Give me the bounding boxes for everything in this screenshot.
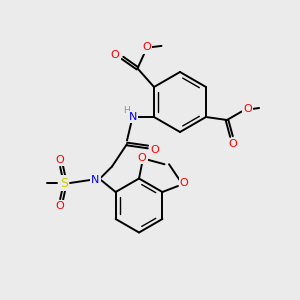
Text: O: O bbox=[180, 178, 188, 188]
Text: N: N bbox=[91, 175, 100, 185]
Text: O: O bbox=[138, 152, 146, 163]
Text: N: N bbox=[128, 112, 137, 122]
Text: H: H bbox=[123, 106, 130, 115]
Text: O: O bbox=[56, 201, 64, 211]
Text: O: O bbox=[150, 145, 159, 155]
Text: O: O bbox=[56, 155, 64, 165]
Text: O: O bbox=[229, 139, 237, 149]
Text: O: O bbox=[244, 104, 252, 115]
Text: O: O bbox=[111, 50, 119, 60]
Text: S: S bbox=[60, 176, 68, 190]
Text: O: O bbox=[142, 42, 151, 52]
